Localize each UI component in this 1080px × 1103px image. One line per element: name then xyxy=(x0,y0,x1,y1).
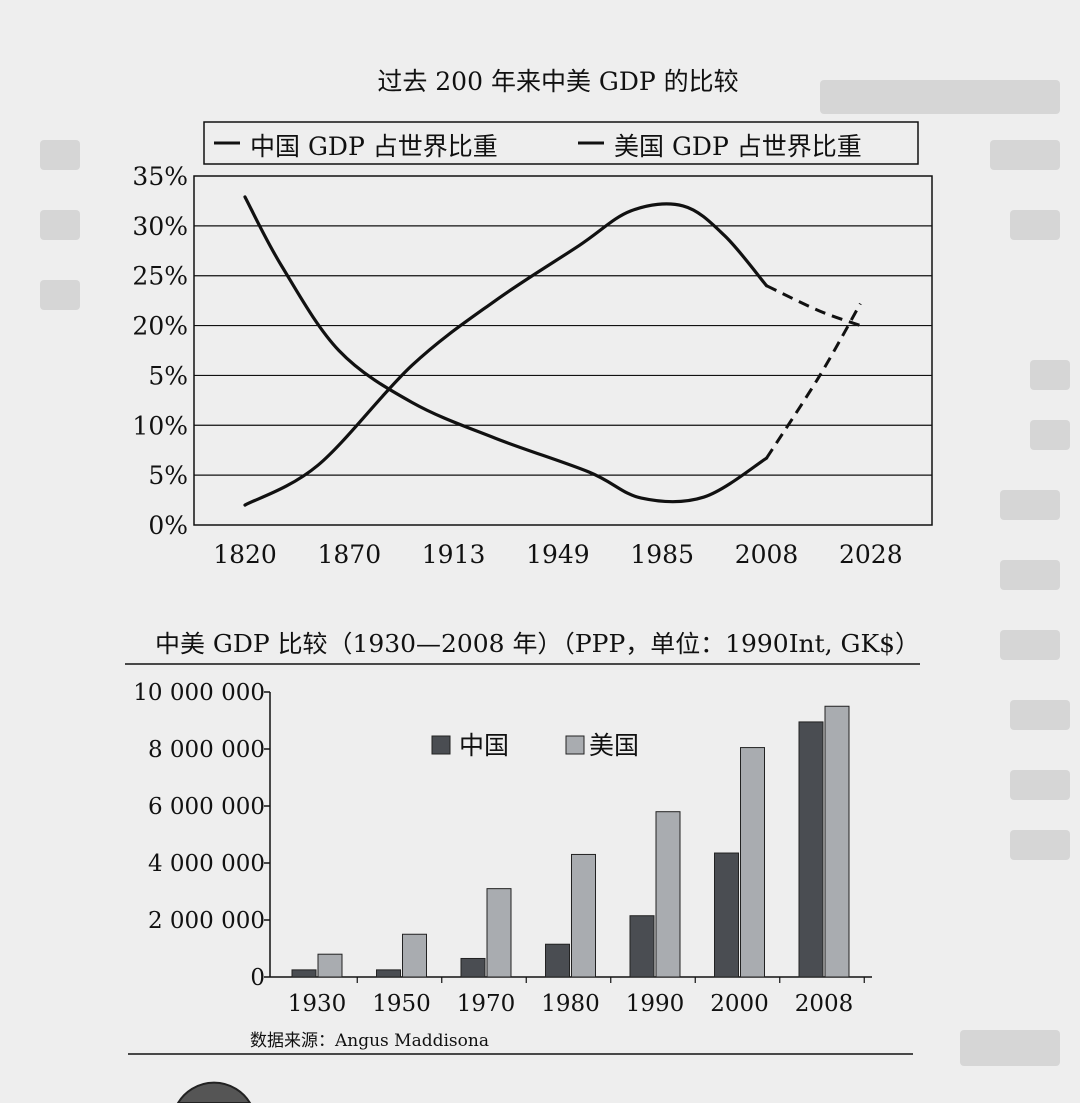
bar-usa xyxy=(740,747,765,978)
legend-label-china: 中国 GDP 占世界比重 xyxy=(250,132,498,161)
bar-y-tick-label: 4 000 000 xyxy=(148,851,265,877)
line-y-tick-label: 0% xyxy=(148,511,188,540)
line-y-tick-label: 25% xyxy=(132,262,188,291)
bar-usa xyxy=(317,953,343,978)
line-y-tick-label: 30% xyxy=(132,212,188,241)
bar-x-tick-label: 1950 xyxy=(372,991,431,1017)
legend-label-usa-bar: 美国 xyxy=(589,731,639,760)
line-y-tick-label: 10% xyxy=(132,411,188,440)
line-x-tick-label: 2008 xyxy=(735,540,799,569)
bar-x-tick-label: 2000 xyxy=(710,991,769,1017)
bar-chart-legend: 中国 美国 xyxy=(431,731,639,760)
china-gdp-share-line-projection xyxy=(765,302,862,460)
bar-x-tick-label: 1930 xyxy=(288,991,347,1017)
bar-china xyxy=(714,852,739,978)
line-y-tick-label: 5% xyxy=(148,461,188,490)
bar-y-tick-label: 0 xyxy=(250,965,265,991)
bar-y-ticks: 0 2 000 000 4 000 000 6 000 000 8 000 000 10 … xyxy=(133,680,270,991)
line-y-tick-label: 35% xyxy=(132,162,188,191)
bar-y-tick-label: 2 000 000 xyxy=(148,908,265,934)
line-gridlines xyxy=(194,225,932,476)
usa-gdp-share-line-projection xyxy=(765,284,861,327)
bar-chart-title: 中美 GDP 比较（1930—2008 年）（PPP，单位：1990Int, G… xyxy=(155,630,920,658)
bar-usa xyxy=(402,933,427,978)
bar-usa xyxy=(824,705,850,978)
bar-china xyxy=(629,915,655,978)
bar-x-tick-label: 1970 xyxy=(457,991,516,1017)
bar-x-tick-labels: 1930 1950 1970 1980 1990 2000 2008 xyxy=(288,977,865,1017)
line-x-tick-label: 1949 xyxy=(526,540,590,569)
line-y-tick-label: 5% xyxy=(148,361,188,390)
bar-usa xyxy=(571,853,596,978)
legend-swatch-usa-bar xyxy=(565,735,585,755)
bar-x-tick-label: 1990 xyxy=(626,991,685,1017)
line-y-tick-label: 20% xyxy=(132,312,188,341)
line-plot-frame xyxy=(193,175,933,526)
bar-y-tick-label: 8 000 000 xyxy=(148,737,265,763)
bar-y-tick-label: 10 000 000 xyxy=(133,680,265,706)
bar-x-tick-label: 2008 xyxy=(795,991,854,1017)
bar-china xyxy=(376,969,401,978)
line-x-tick-label: 2028 xyxy=(839,540,903,569)
bar-china xyxy=(460,957,486,978)
bullet-circle-ornament xyxy=(176,1081,252,1103)
line-x-tick-labels: 1820 1870 1913 1949 1985 2008 2028 xyxy=(213,540,902,569)
bar-china xyxy=(545,943,570,978)
line-chart: 过去 200 年来中美 GDP 的比较 中国 GDP 占世界比重 美国 GDP … xyxy=(132,67,933,569)
line-series xyxy=(243,195,862,507)
bar-china xyxy=(798,721,824,978)
bar-chart: 中美 GDP 比较（1930—2008 年）（PPP，单位：1990Int, G… xyxy=(125,630,920,1055)
legend-label-china-bar: 中国 xyxy=(459,731,509,760)
bar-bars xyxy=(291,705,850,978)
line-chart-title: 过去 200 年来中美 GDP 的比较 xyxy=(377,67,738,96)
line-x-tick-label: 1820 xyxy=(213,540,277,569)
usa-gdp-share-line xyxy=(243,202,769,507)
line-chart-legend: 中国 GDP 占世界比重 美国 GDP 占世界比重 xyxy=(203,121,919,165)
line-x-tick-label: 1985 xyxy=(630,540,694,569)
legend-swatch-china-bar xyxy=(431,735,451,755)
bar-x-tick-label: 1980 xyxy=(541,991,600,1017)
legend-label-usa: 美国 GDP 占世界比重 xyxy=(614,132,862,161)
line-x-tick-label: 1870 xyxy=(317,540,381,569)
bar-usa xyxy=(486,888,512,978)
bar-china xyxy=(291,969,317,978)
bar-usa xyxy=(655,811,681,978)
bar-chart-source: 数据来源：Angus Maddisona xyxy=(250,1031,489,1051)
legend-box xyxy=(203,121,919,165)
line-y-tick-labels: 0% 5% 10% 5% 20% 25% 30% 35% xyxy=(132,162,188,540)
line-x-tick-label: 1913 xyxy=(422,540,486,569)
bar-y-tick-label: 6 000 000 xyxy=(148,794,265,820)
china-gdp-share-line xyxy=(243,195,769,504)
